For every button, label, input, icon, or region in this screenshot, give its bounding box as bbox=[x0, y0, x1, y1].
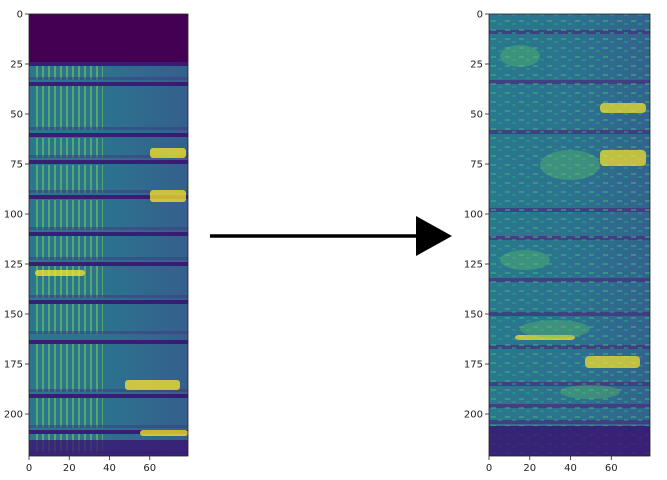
left-y-tick-label: 200 bbox=[4, 410, 23, 421]
left-band-shadow bbox=[29, 127, 188, 130]
right-texture-blob bbox=[500, 45, 540, 67]
left-band-shadow bbox=[29, 190, 188, 193]
left-dark-separator bbox=[29, 262, 188, 266]
left-y-axis: 0 25 50 75 100 125 150 175 200 bbox=[4, 10, 29, 421]
right-bottom-dark bbox=[489, 426, 650, 456]
left-dark-separator bbox=[29, 82, 188, 86]
left-band-shadow bbox=[29, 425, 188, 428]
right-y-tick-label: 100 bbox=[464, 210, 483, 221]
left-bottom-dark bbox=[29, 440, 188, 456]
right-bright-patch bbox=[515, 335, 575, 340]
right-spectrogram-image bbox=[489, 14, 650, 456]
left-x-tick-label: 0 bbox=[26, 463, 32, 474]
right-x-tick-label: 60 bbox=[605, 463, 618, 474]
left-bright-patch bbox=[150, 148, 186, 158]
right-y-tick-label: 200 bbox=[464, 410, 483, 421]
left-y-tick-label: 175 bbox=[4, 360, 23, 371]
left-dark-separator bbox=[29, 300, 188, 304]
right-plot-frame bbox=[488, 13, 651, 457]
left-y-tick-label: 75 bbox=[10, 160, 23, 171]
left-band-shadow bbox=[29, 389, 188, 392]
left-dark-separator bbox=[29, 232, 188, 236]
left-dark-separator bbox=[29, 133, 188, 137]
right-y-tick-label: 175 bbox=[464, 360, 483, 371]
right-spectrogram-plot: 0 25 50 75 100 125 150 175 200 0 20 40 60 bbox=[464, 10, 651, 474]
right-x-tick-label: 0 bbox=[486, 463, 492, 474]
left-dark-separator bbox=[29, 430, 188, 434]
left-bright-patch bbox=[35, 270, 85, 276]
left-dark-separator bbox=[29, 340, 188, 344]
left-band-shadow bbox=[29, 295, 188, 298]
right-bright-patch bbox=[600, 150, 646, 166]
left-dark-separator bbox=[29, 160, 188, 164]
left-y-tick-label: 50 bbox=[10, 110, 23, 121]
left-band-shadow bbox=[29, 77, 188, 80]
left-y-tick-label: 125 bbox=[4, 260, 23, 271]
left-dark-separator bbox=[29, 394, 188, 398]
left-bright-patch bbox=[125, 380, 180, 390]
left-dark-separator bbox=[29, 62, 188, 66]
right-texture-blob bbox=[500, 250, 550, 270]
left-harmonic-stripes bbox=[33, 138, 103, 158]
left-harmonic-stripes bbox=[33, 344, 103, 392]
left-spectrogram-plot: 0 25 50 75 100 125 150 175 200 0 20 40 60 bbox=[4, 10, 189, 474]
arrow-head bbox=[416, 216, 452, 256]
right-y-axis: 0 25 50 75 100 125 150 175 200 bbox=[464, 10, 489, 421]
left-y-tick-label: 0 bbox=[17, 10, 23, 21]
left-x-tick-label: 20 bbox=[63, 463, 76, 474]
transform-arrow bbox=[210, 216, 452, 256]
left-y-tick-label: 150 bbox=[4, 310, 23, 321]
left-harmonic-stripes bbox=[33, 398, 103, 428]
left-band-shadow bbox=[29, 257, 188, 260]
left-dark-separator bbox=[29, 195, 188, 199]
left-bright-patch bbox=[140, 430, 188, 436]
right-bright-patch bbox=[600, 103, 646, 113]
right-y-tick-label: 25 bbox=[470, 60, 483, 71]
left-y-tick-label: 100 bbox=[4, 210, 23, 221]
right-y-tick-label: 0 bbox=[477, 10, 483, 21]
left-band-shadow bbox=[29, 227, 188, 230]
left-x-axis: 0 20 40 60 bbox=[26, 456, 156, 474]
left-harmonic-stripes bbox=[33, 304, 103, 334]
left-harmonic-stripes bbox=[33, 200, 103, 230]
left-harmonic-stripes bbox=[33, 66, 103, 80]
right-x-tick-label: 20 bbox=[523, 463, 536, 474]
left-bright-patch bbox=[150, 190, 186, 202]
right-y-tick-label: 75 bbox=[470, 160, 483, 171]
right-x-axis: 0 20 40 60 bbox=[486, 456, 618, 474]
left-y-tick-label: 25 bbox=[10, 60, 23, 71]
left-band-shadow bbox=[29, 155, 188, 158]
left-x-tick-label: 60 bbox=[143, 463, 156, 474]
right-y-tick-label: 125 bbox=[464, 260, 483, 271]
right-texture-blob bbox=[540, 150, 600, 180]
right-texture-blob bbox=[560, 385, 620, 399]
right-texture-blob bbox=[520, 320, 590, 338]
left-harmonic-stripes bbox=[33, 236, 103, 260]
right-y-tick-label: 50 bbox=[470, 110, 483, 121]
left-spectrogram-image bbox=[29, 14, 188, 456]
left-plot-frame bbox=[28, 13, 189, 457]
left-harmonic-stripes bbox=[33, 86, 103, 130]
right-x-tick-label: 40 bbox=[564, 463, 577, 474]
left-x-tick-label: 40 bbox=[103, 463, 116, 474]
right-y-tick-label: 150 bbox=[464, 310, 483, 321]
left-band-shadow bbox=[29, 331, 188, 334]
right-speckle-texture bbox=[489, 14, 650, 456]
left-harmonic-stripes bbox=[33, 165, 103, 193]
right-bright-patch bbox=[585, 356, 640, 368]
